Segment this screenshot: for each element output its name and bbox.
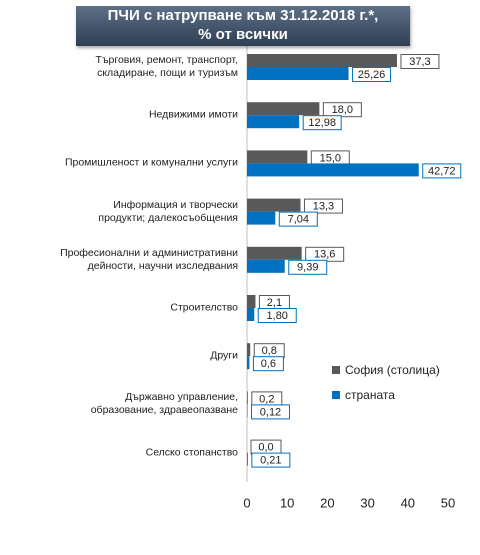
value-label: 9,39 xyxy=(297,262,318,274)
bar xyxy=(247,452,248,466)
legend-swatch xyxy=(332,366,340,374)
value-label: 15,0 xyxy=(320,152,341,164)
x-tick-label: 30 xyxy=(360,495,374,510)
x-tick-label: 0 xyxy=(243,495,250,510)
bar xyxy=(247,54,397,67)
value-label-box xyxy=(352,67,392,82)
y-tick-label: Държавно управление, образование, здраве… xyxy=(90,391,238,417)
bar xyxy=(247,308,255,321)
value-label-box xyxy=(288,259,328,275)
y-tick-label: Промишленост и комунални услуги xyxy=(64,156,238,169)
bar xyxy=(247,356,250,370)
value-label: 0,12 xyxy=(260,406,281,418)
value-label: 2,1 xyxy=(267,297,282,309)
x-tick-label: 50 xyxy=(441,495,455,510)
value-label-box xyxy=(422,163,462,179)
value-label: 13,3 xyxy=(313,201,334,213)
y-tick-label: Търговия, ремонт, транспорт, складиране,… xyxy=(95,54,238,79)
x-tick-label: 20 xyxy=(320,495,334,510)
value-label-box xyxy=(257,308,297,323)
bar xyxy=(247,211,276,225)
value-label: 12,98 xyxy=(308,117,336,129)
bar xyxy=(247,150,308,164)
value-label-box xyxy=(302,115,342,131)
value-label: 37,3 xyxy=(409,56,430,68)
value-label: 42,72 xyxy=(428,165,456,177)
value-label-box xyxy=(303,198,343,214)
bar xyxy=(247,259,285,273)
bar xyxy=(247,391,248,405)
legend-label: страната xyxy=(345,388,395,402)
y-tick-label: Недвижими имоти xyxy=(148,108,238,121)
value-label-box xyxy=(252,356,284,372)
bar xyxy=(247,115,300,129)
value-label: 0,2 xyxy=(259,393,274,405)
value-label: 25,26 xyxy=(358,69,386,81)
y-tick-label: Информация и творчески продукти; далекос… xyxy=(98,198,238,224)
legend-swatch xyxy=(332,391,340,399)
bar xyxy=(247,67,349,80)
value-label: 13,6 xyxy=(314,249,335,261)
bar xyxy=(247,198,301,212)
value-label-box xyxy=(400,54,440,69)
value-label-box xyxy=(278,211,318,227)
chart-title: ПЧИ с натрупване към 31.12.2018 г.*, % о… xyxy=(76,6,410,46)
x-tick-label: 10 xyxy=(280,495,294,510)
value-label: 18,0 xyxy=(332,104,353,116)
bar xyxy=(247,102,320,116)
value-label: 0,0 xyxy=(258,442,273,454)
value-label: 0,6 xyxy=(261,358,276,370)
value-label-box xyxy=(322,102,362,118)
value-label: 0,8 xyxy=(262,345,277,357)
bar xyxy=(247,246,302,260)
x-tick-label: 40 xyxy=(401,495,415,510)
value-label-box xyxy=(251,452,291,468)
value-label: 0,21 xyxy=(260,455,281,467)
y-tick-label: Селско стопанство xyxy=(145,446,238,459)
y-tick-label: Строителство xyxy=(170,301,238,314)
value-label-box xyxy=(250,404,290,420)
value-label: 7,04 xyxy=(288,214,309,226)
bar xyxy=(247,295,256,308)
y-tick-label: Други xyxy=(210,349,238,362)
bar xyxy=(247,343,251,357)
bar xyxy=(247,163,419,177)
value-label: 1,80 xyxy=(267,310,288,322)
y-tick-label: Професионални и административни дейности… xyxy=(60,246,238,272)
legend-label: София (столица) xyxy=(345,363,440,377)
